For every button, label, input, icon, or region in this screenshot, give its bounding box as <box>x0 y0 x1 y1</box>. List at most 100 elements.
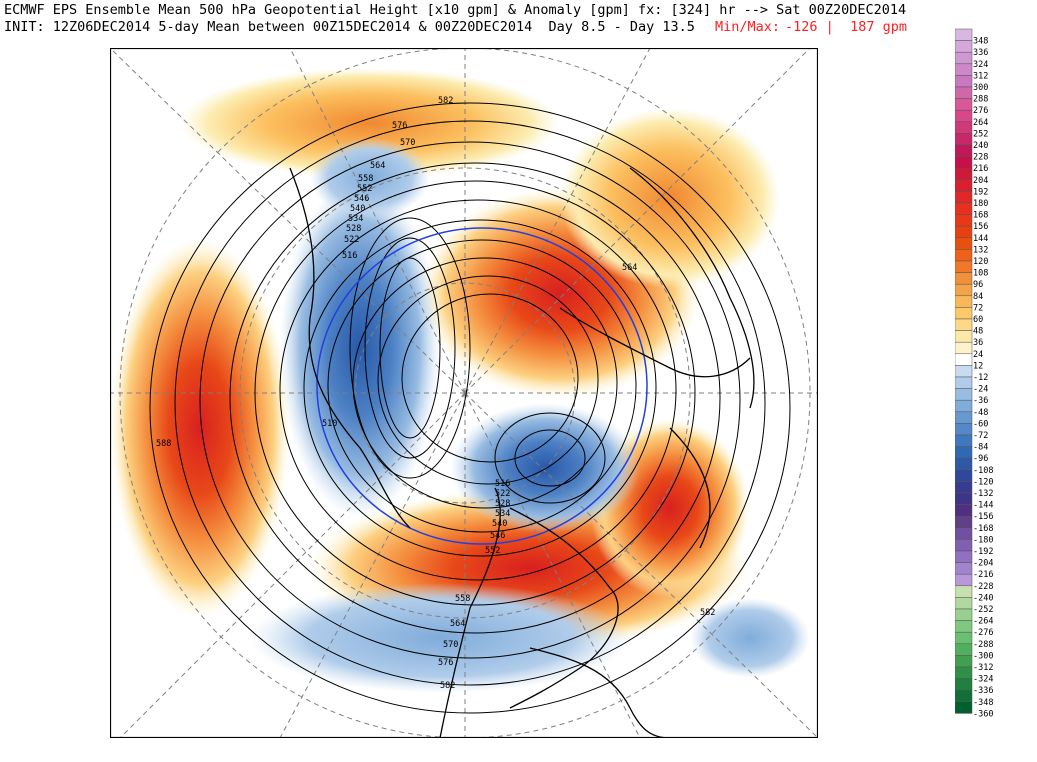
colorbar-label: -228 <box>973 582 993 592</box>
colorbar-label: 204 <box>973 176 988 186</box>
colorbar-swatch <box>955 179 973 192</box>
colorbar-label: 108 <box>973 269 988 279</box>
colorbar-label: -252 <box>973 605 993 615</box>
colorbar-label: -180 <box>973 535 993 545</box>
colorbar-label: -288 <box>973 640 993 650</box>
colorbar-label: -240 <box>973 593 993 603</box>
anomaly-positive-europe-north <box>560 108 780 288</box>
contour-label: 522 <box>495 489 510 499</box>
colorbar-swatch <box>955 144 973 157</box>
contour-label: 552 <box>357 184 372 194</box>
colorbar-swatch <box>955 365 973 378</box>
colorbar-swatch <box>955 539 973 552</box>
colorbar-label: -108 <box>973 466 993 476</box>
colorbar-swatch <box>955 631 973 645</box>
colorbar-swatch <box>955 341 973 355</box>
colorbar-swatch <box>955 423 973 436</box>
colorbar-swatch <box>955 307 973 320</box>
colorbar-swatch <box>955 434 973 447</box>
contour-label: 582 <box>700 608 715 618</box>
colorbar-swatch <box>955 225 973 239</box>
colorbar-swatch <box>955 237 973 250</box>
colorbar-label: 48 <box>973 327 983 337</box>
colorbar-swatch <box>955 330 973 343</box>
contour-label: 510 <box>322 419 337 429</box>
colorbar-swatch <box>955 399 973 413</box>
colorbar-label: 72 <box>973 303 983 313</box>
colorbar-swatch <box>955 608 973 621</box>
colorbar-swatch <box>955 272 973 285</box>
colorbar-label: 132 <box>973 245 988 255</box>
colorbar-swatch <box>955 214 973 227</box>
colorbar-swatch <box>955 109 973 123</box>
contour-label: 516 <box>495 479 510 489</box>
colorbar-labels: 3483363243123002882762642522402282162041… <box>973 37 993 720</box>
colorbar-label: -276 <box>973 628 993 638</box>
polar-stereographic-map: 582 576 570 564 558 552 546 540 534 528 … <box>110 48 818 738</box>
colorbar-label: -132 <box>973 489 993 499</box>
contour-label: 570 <box>443 640 458 650</box>
colorbar-swatch <box>955 701 973 714</box>
colorbar-swatch <box>955 666 973 679</box>
contour-label: 564 <box>370 161 385 171</box>
colorbar-swatch <box>955 527 973 540</box>
colorbar-label: 12 <box>973 361 983 371</box>
colorbar-label: 336 <box>973 48 988 58</box>
height-contours <box>149 102 791 714</box>
colorbar-label: -96 <box>973 454 988 464</box>
colorbar-swatch <box>955 643 973 656</box>
colorbar-swatch <box>955 515 973 529</box>
colorbar-swatch <box>955 504 973 517</box>
minmax-min: -126 <box>785 19 818 35</box>
contour-labels: 582 576 570 564 558 552 546 540 534 528 … <box>156 96 715 691</box>
colorbar-swatch <box>955 585 973 598</box>
contour-label: 558 <box>358 174 373 184</box>
colorbar-label: 288 <box>973 95 988 105</box>
colorbar-label: -216 <box>973 570 993 580</box>
contour-label: 528 <box>346 224 361 234</box>
colorbar-label: 60 <box>973 315 983 325</box>
colorbar-label: 84 <box>973 292 983 302</box>
colorbar-swatch <box>955 86 973 99</box>
colorbar-label: -204 <box>973 559 993 569</box>
colorbar-swatch <box>955 411 973 424</box>
contour-label: 564 <box>622 263 637 273</box>
colorbar-label: -300 <box>973 651 993 661</box>
colorbar-label: 168 <box>973 211 988 221</box>
colorbar-swatch <box>955 283 973 297</box>
colorbar-swatch <box>955 318 973 331</box>
colorbar-swatch <box>955 457 973 471</box>
colorbar-swatch <box>955 121 973 134</box>
colorbar-label: -264 <box>973 617 993 627</box>
minmax-max: 187 gpm <box>850 19 907 35</box>
colorbar-label: -360 <box>973 709 993 719</box>
contour-label: 576 <box>438 658 453 668</box>
contour-label: 552 <box>485 546 500 556</box>
colorbar-label: -192 <box>973 547 993 557</box>
colorbar-label: -168 <box>973 524 993 534</box>
contour-label: 534 <box>348 214 363 224</box>
colorbar-label: 120 <box>973 257 988 267</box>
colorbar-swatch <box>955 446 973 459</box>
colorbar-swatch <box>955 63 973 76</box>
colorbar-label: 324 <box>973 60 988 70</box>
colorbar-label: 312 <box>973 71 988 81</box>
colorbar-swatch <box>955 28 973 41</box>
colorbar-label: -312 <box>973 663 993 673</box>
colorbar-swatch <box>955 469 973 482</box>
contour-label: 558 <box>455 594 470 604</box>
contour-label: 582 <box>438 96 453 106</box>
colorbar-swatches <box>955 28 973 714</box>
colorbar-label: 192 <box>973 187 988 197</box>
minmax-readout: Min/Max: <box>715 19 780 35</box>
colorbar-label: -60 <box>973 419 988 429</box>
colorbar-label: 24 <box>973 350 983 360</box>
contour-label: 534 <box>495 509 510 519</box>
colorbar-swatch <box>955 260 973 273</box>
colorbar-swatch <box>955 492 973 505</box>
colorbar-label: 276 <box>973 106 988 116</box>
map-title-line2: INIT: 12Z06DEC2014 5-day Mean between 00… <box>4 19 695 35</box>
colorbar-label: -24 <box>973 385 988 395</box>
colorbar-swatch <box>955 98 973 111</box>
colorbar-label: 300 <box>973 83 988 93</box>
